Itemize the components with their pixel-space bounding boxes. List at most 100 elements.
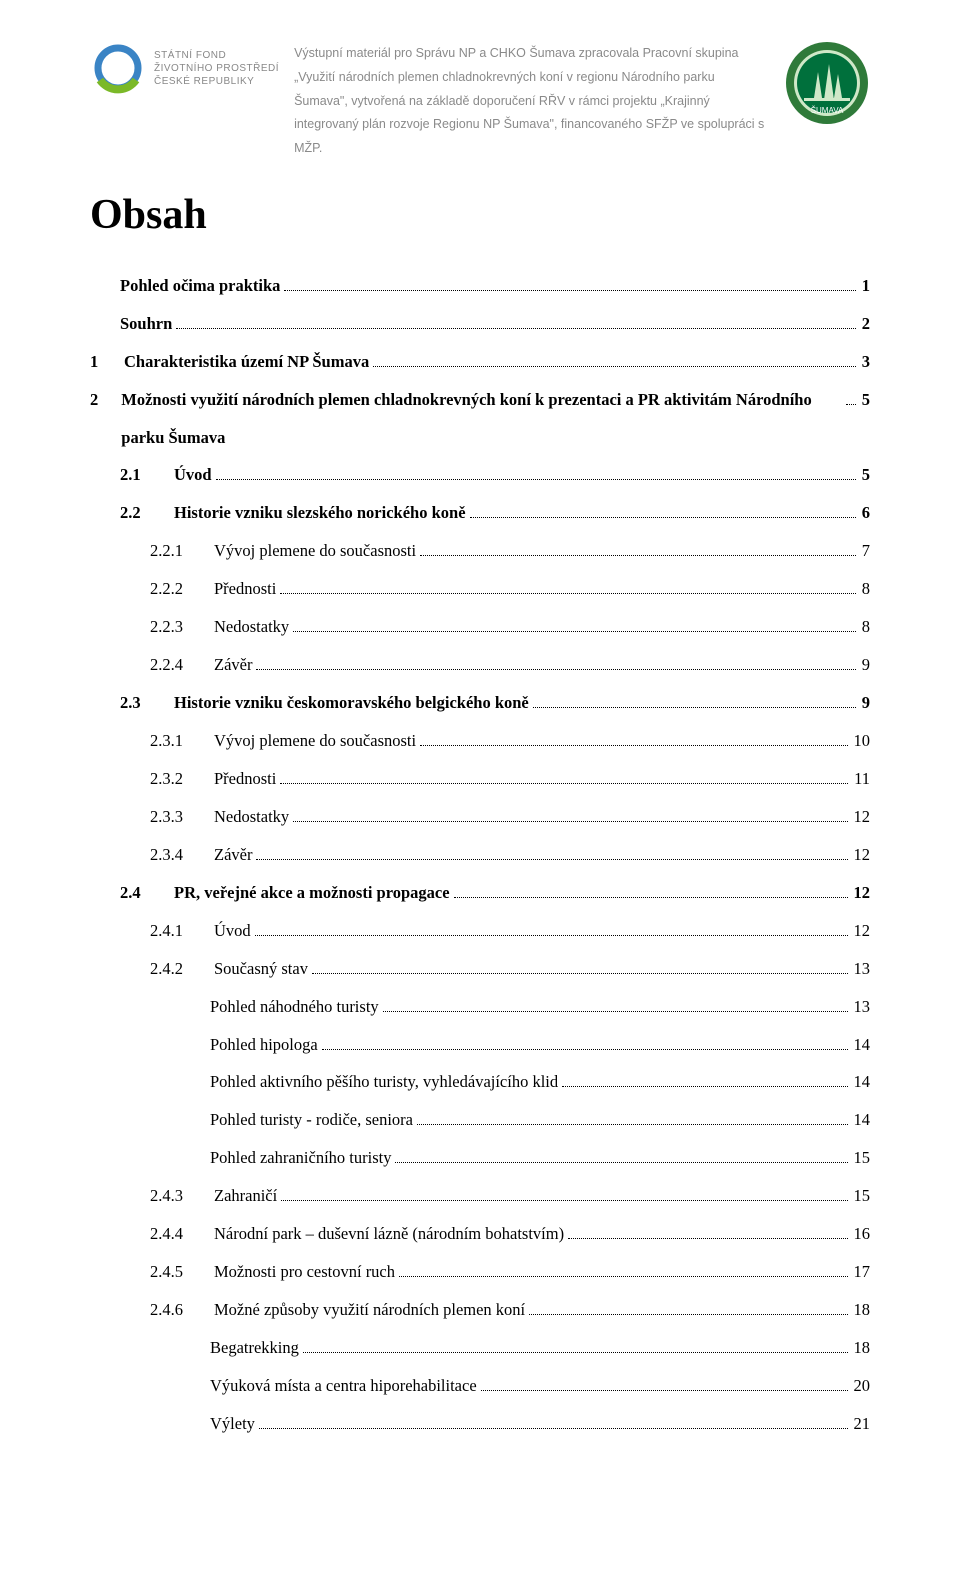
- toc-page-number: 6: [860, 494, 870, 532]
- toc-entry[interactable]: Pohled aktivního pěšího turisty, vyhledá…: [90, 1063, 870, 1101]
- toc-leader-dots: [846, 389, 856, 405]
- toc-label: Charakteristika území NP Šumava: [124, 343, 369, 381]
- toc-entry[interactable]: Pohled hipologa14: [90, 1026, 870, 1064]
- toc-page-number: 14: [852, 1101, 871, 1139]
- toc-number: 2.2.2: [150, 570, 208, 608]
- toc-page-number: 17: [852, 1253, 871, 1291]
- toc-number: 2.3.2: [150, 760, 208, 798]
- toc-leader-dots: [255, 920, 848, 936]
- toc-leader-dots: [395, 1147, 847, 1163]
- toc-entry[interactable]: 2.2.3Nedostatky8: [90, 608, 870, 646]
- toc-leader-dots: [312, 958, 848, 974]
- toc-page-number: 10: [852, 722, 871, 760]
- toc-leader-dots: [216, 465, 856, 481]
- toc-label: Souhrn: [120, 305, 172, 343]
- toc-page-number: 11: [852, 760, 870, 798]
- toc-label: Begatrekking: [210, 1329, 299, 1367]
- toc-entry[interactable]: 2.4.4Národní park – duševní lázně (národ…: [90, 1215, 870, 1253]
- toc-label: Možnosti pro cestovní ruch: [214, 1253, 395, 1291]
- toc-entry[interactable]: 2.3.1Vývoj plemene do současnosti10: [90, 722, 870, 760]
- toc-entry[interactable]: 2.3.4Závěr12: [90, 836, 870, 874]
- toc-leader-dots: [322, 1034, 848, 1050]
- toc-label: Závěr: [214, 836, 252, 874]
- toc-label: Historie vzniku slezského norického koně: [174, 494, 466, 532]
- toc-leader-dots: [373, 351, 856, 367]
- toc-leader-dots: [383, 996, 848, 1012]
- toc-number: 2.4: [120, 874, 168, 912]
- toc-page-number: 1: [860, 267, 870, 305]
- toc-page-number: 20: [852, 1367, 871, 1405]
- toc-entry[interactable]: Pohled turisty - rodiče, seniora 14: [90, 1101, 870, 1139]
- toc-label: Pohled hipologa: [210, 1026, 318, 1064]
- toc-label: Pohled turisty - rodiče, seniora: [210, 1101, 413, 1139]
- toc-entry[interactable]: 2.2Historie vzniku slezského norického k…: [90, 494, 870, 532]
- toc-number: 1: [90, 343, 118, 381]
- toc-leader-dots: [568, 1223, 847, 1239]
- toc-label: Výlety: [210, 1405, 255, 1443]
- toc-leader-dots: [280, 768, 848, 784]
- toc-entry[interactable]: 2.4.2Současný stav 13: [90, 950, 870, 988]
- toc-number: 2.4.3: [150, 1177, 208, 1215]
- toc-entry[interactable]: Výuková místa a centra hiporehabilitace2…: [90, 1367, 870, 1405]
- toc-number: 2.1: [120, 456, 168, 494]
- toc-label: Současný stav: [214, 950, 308, 988]
- toc-label: Národní park – duševní lázně (národním b…: [214, 1215, 564, 1253]
- toc-number: 2.2: [120, 494, 168, 532]
- toc-leader-dots: [259, 1413, 848, 1429]
- toc-leader-dots: [529, 1299, 847, 1315]
- toc-entry[interactable]: Pohled očima praktika1: [90, 267, 870, 305]
- toc-number: 2.4.4: [150, 1215, 208, 1253]
- toc-page-number: 13: [852, 950, 871, 988]
- toc-entry[interactable]: 2.3.3Nedostatky12: [90, 798, 870, 836]
- toc-entry[interactable]: Begatrekking18: [90, 1329, 870, 1367]
- toc-leader-dots: [293, 616, 856, 632]
- logo-left-line1: STÁTNÍ FOND: [154, 49, 279, 62]
- toc-entry[interactable]: 1Charakteristika území NP Šumava3: [90, 343, 870, 381]
- page: STÁTNÍ FOND ŽIVOTNÍHO PROSTŘEDÍ ČESKÉ RE…: [0, 0, 960, 1483]
- logo-left-line3: ČESKÉ REPUBLIKY: [154, 75, 279, 88]
- toc-entry[interactable]: 2Možnosti využití národních plemen chlad…: [90, 381, 870, 457]
- toc-entry[interactable]: Pohled zahraničního turisty15: [90, 1139, 870, 1177]
- toc-label: Nedostatky: [214, 608, 289, 646]
- toc-entry[interactable]: 2.2.2Přednosti8: [90, 570, 870, 608]
- toc-entry[interactable]: 2.4.1Úvod12: [90, 912, 870, 950]
- toc-label: Možnosti využití národních plemen chladn…: [121, 381, 841, 457]
- toc-leader-dots: [293, 806, 847, 822]
- toc-entry[interactable]: 2.3Historie vzniku českomoravského belgi…: [90, 684, 870, 722]
- toc-label: Zahraničí: [214, 1177, 277, 1215]
- toc-number: 2.2.1: [150, 532, 208, 570]
- toc-entry[interactable]: 2.4.6Možné způsoby využití národních ple…: [90, 1291, 870, 1329]
- toc-page-number: 15: [852, 1139, 871, 1177]
- toc-label: Přednosti: [214, 570, 276, 608]
- toc-number: 2.4.6: [150, 1291, 208, 1329]
- toc-entry[interactable]: 2.2.4Závěr9: [90, 646, 870, 684]
- toc-page-number: 9: [860, 646, 870, 684]
- toc-leader-dots: [176, 313, 855, 329]
- toc-leader-dots: [280, 578, 855, 594]
- toc-entry[interactable]: Souhrn2: [90, 305, 870, 343]
- toc-number: 2: [90, 381, 115, 419]
- toc-page-number: 18: [852, 1291, 871, 1329]
- toc-entry[interactable]: 2.2.1Vývoj plemene do současnosti7: [90, 532, 870, 570]
- toc-leader-dots: [562, 1072, 847, 1088]
- toc-label: Úvod: [214, 912, 251, 950]
- toc-number: 2.3.3: [150, 798, 208, 836]
- toc-entry[interactable]: 2.3.2Přednosti11: [90, 760, 870, 798]
- logo-left-text: STÁTNÍ FOND ŽIVOTNÍHO PROSTŘEDÍ ČESKÉ RE…: [154, 49, 279, 88]
- ring-icon: [90, 40, 146, 96]
- toc-number: 2.2.3: [150, 608, 208, 646]
- page-title: Obsah: [90, 191, 870, 239]
- logo-left-line2: ŽIVOTNÍHO PROSTŘEDÍ: [154, 62, 279, 75]
- toc-entry[interactable]: 2.4.3Zahraničí15: [90, 1177, 870, 1215]
- table-of-contents: Pohled očima praktika1Souhrn21Charakteri…: [90, 267, 870, 1443]
- toc-entry[interactable]: 2.4PR, veřejné akce a možnosti propagace…: [90, 874, 870, 912]
- header-description: Výstupní materiál pro Správu NP a CHKO Š…: [294, 40, 769, 161]
- toc-entry[interactable]: Výlety21: [90, 1405, 870, 1443]
- toc-leader-dots: [281, 1185, 847, 1201]
- toc-entry[interactable]: 2.4.5Možnosti pro cestovní ruch17: [90, 1253, 870, 1291]
- toc-number: 2.4.2: [150, 950, 208, 988]
- toc-entry[interactable]: 2.1Úvod5: [90, 456, 870, 494]
- toc-entry[interactable]: Pohled náhodného turisty13: [90, 988, 870, 1026]
- toc-leader-dots: [481, 1375, 848, 1391]
- toc-page-number: 13: [852, 988, 871, 1026]
